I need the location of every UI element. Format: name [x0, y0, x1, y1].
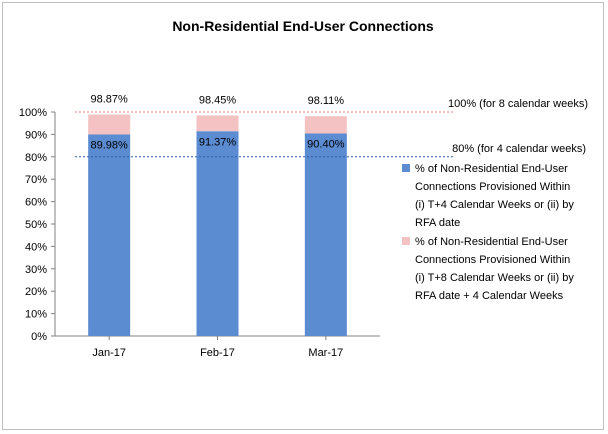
legend-text-line: Connections Provisioned Within — [415, 254, 570, 266]
x-tick-label: Jan-17 — [92, 347, 126, 359]
y-tick-label: 70% — [25, 174, 47, 186]
bar-t8-segment — [88, 114, 131, 135]
y-tick-label: 50% — [25, 219, 47, 231]
data-label-t8: 98.87% — [91, 94, 129, 106]
legend-text-line: % of Non-Residential End-User — [415, 236, 568, 248]
bar-t8-segment — [304, 116, 347, 134]
y-tick-label: 80% — [25, 152, 47, 164]
data-label-t8: 98.45% — [199, 94, 237, 106]
x-tick-label: Feb-17 — [200, 347, 235, 359]
legend-swatch — [402, 237, 410, 245]
legend-text-line: RFA date + 4 Calendar Weeks — [415, 290, 564, 302]
legend-text-line: (i) T+8 Calendar Weeks or (ii) by — [415, 272, 574, 284]
reference-line-label: 100% (for 8 calendar weeks) — [448, 98, 588, 110]
data-label-t4: 90.40% — [307, 139, 345, 151]
legend-text-line: (i) T+4 Calendar Weeks or (ii) by — [415, 199, 574, 211]
plot-area: 0% 10% 20% 30% 40% 50% 60% 70% 80% 90% 100% 89.98% 9… — [19, 94, 588, 359]
y-tick-label: 60% — [25, 197, 47, 209]
legend-swatch — [402, 164, 410, 172]
legend-text-line: RFA date — [415, 217, 460, 229]
data-label-t4: 91.37% — [199, 136, 237, 148]
y-tick-label: 40% — [25, 241, 47, 253]
y-tick-label: 10% — [25, 309, 47, 321]
bar-t4-segment — [88, 134, 131, 336]
reference-line-label: 80% (for 4 calendar weeks) — [452, 143, 586, 155]
bar-t4-segment — [304, 133, 347, 336]
y-tick-label: 100% — [19, 107, 47, 119]
y-tick-label: 20% — [25, 286, 47, 298]
data-label-t4: 89.98% — [91, 139, 129, 151]
bar-t8-segment — [196, 115, 239, 132]
y-tick-label: 30% — [25, 264, 47, 276]
data-label-t8: 98.11% — [308, 95, 345, 107]
legend: % of Non-Residential End-User Connections… — [402, 163, 574, 302]
x-tick-label: Mar-17 — [308, 347, 343, 359]
y-tick-label: 0% — [31, 331, 47, 343]
y-tick-label: 90% — [25, 129, 47, 141]
chart-title: Non-Residential End-User Connections — [172, 18, 434, 34]
bar-t4-segment — [196, 131, 239, 336]
legend-text-line: % of Non-Residential End-User — [415, 163, 568, 175]
legend-text-line: Connections Provisioned Within — [415, 181, 570, 193]
